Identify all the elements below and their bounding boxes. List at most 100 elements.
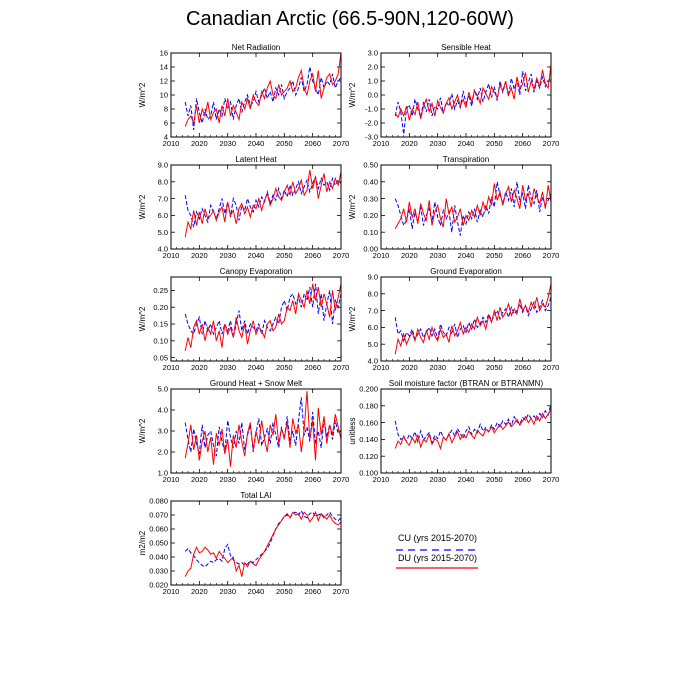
x-tick-label: 2060 (514, 251, 531, 260)
x-tick-label: 2030 (429, 139, 446, 148)
panel-8: Soil moisture factor (BTRAN or BTRANMN) u… (348, 379, 559, 484)
plot-frame (170, 276, 342, 362)
series-line-du (394, 183, 552, 230)
x-tick-label: 2010 (163, 251, 180, 260)
x-tick-label: 2030 (219, 139, 236, 148)
y-tick-label: 10 (160, 91, 168, 100)
x-tick-label: 2010 (373, 363, 390, 372)
y-tick-label: 6 (164, 119, 168, 128)
y-tick-label: 0.080 (149, 497, 168, 506)
x-tick-label: 2070 (333, 363, 350, 372)
x-tick-label: 2060 (514, 363, 531, 372)
y-tick-label: 4.0 (158, 245, 168, 254)
y-tick-label: 0.0 (368, 91, 378, 100)
y-tick-label: 0.040 (149, 553, 168, 562)
x-tick-label: 2060 (514, 139, 531, 148)
x-tick-label: 2070 (543, 475, 560, 484)
x-tick-label: 2050 (486, 363, 503, 372)
x-tick-label: 2020 (401, 363, 418, 372)
y-axis-label: W/m^2 (138, 194, 147, 219)
panel-title: Ground Heat + Snow Melt (210, 379, 303, 388)
chart-panels: Net Radiation W/m^2 2010 2020 2030 2040 2050 20… (138, 43, 559, 596)
plot-frame (170, 52, 342, 138)
x-tick-label: 2070 (543, 251, 560, 260)
y-tick-label: 3.0 (368, 49, 378, 58)
x-tick-label: 2050 (486, 475, 503, 484)
y-tick-label: 4 (164, 133, 168, 142)
plot-frame (380, 164, 552, 250)
y-tick-label: 0.020 (149, 581, 168, 590)
x-tick-label: 2060 (304, 251, 321, 260)
y-axis-label: W/m^2 (138, 418, 147, 443)
y-axis-label: W/m^2 (138, 306, 147, 331)
y-tick-label: 0.050 (149, 539, 168, 548)
x-tick-label: 2010 (163, 139, 180, 148)
x-tick-label: 2050 (276, 475, 293, 484)
x-tick-label: 2040 (248, 139, 265, 148)
x-tick-label: 2050 (486, 139, 503, 148)
x-tick-label: 2050 (276, 363, 293, 372)
series-line-du (394, 283, 552, 355)
panel-9: Total LAI m2/m2 2010 2020 2030 2040 2050 2060 20… (138, 491, 349, 596)
series-line-cu (184, 509, 342, 568)
x-tick-label: 2020 (191, 587, 208, 596)
x-tick-label: 2020 (191, 139, 208, 148)
y-tick-label: 0.50 (363, 161, 378, 170)
plot-frame (380, 276, 552, 362)
series-line-du (184, 169, 342, 238)
y-axis-label: W/m^2 (348, 306, 357, 331)
x-tick-label: 2040 (458, 475, 475, 484)
x-tick-label: 2060 (304, 139, 321, 148)
y-tick-label: 5.0 (368, 340, 378, 349)
panel-6: Ground Evaporation W/m^2 2010 2020 2030 2040 2… (348, 267, 559, 372)
panel-7: Ground Heat + Snow Melt W/m^2 2010 2020 2030… (138, 379, 349, 484)
series-line-du (394, 64, 552, 121)
y-tick-label: 4.0 (158, 406, 168, 415)
x-tick-label: 2060 (304, 587, 321, 596)
y-tick-label: 16 (160, 49, 168, 58)
x-tick-label: 2070 (333, 587, 350, 596)
x-tick-label: 2010 (163, 587, 180, 596)
y-tick-label: 0.140 (359, 435, 378, 444)
y-tick-label: 0.200 (359, 385, 378, 394)
x-tick-label: 2050 (276, 587, 293, 596)
plot-frame (380, 388, 552, 474)
x-tick-label: 2030 (219, 363, 236, 372)
x-tick-label: 2060 (304, 475, 321, 484)
y-tick-label: 0.100 (359, 469, 378, 478)
y-axis-label: W/m^2 (138, 82, 147, 107)
x-tick-label: 2070 (333, 475, 350, 484)
y-tick-label: 0.060 (149, 525, 168, 534)
panel-3: Latent Heat W/m^2 2010 2020 2030 2040 2050 2060… (138, 155, 349, 260)
panel-title: Net Radiation (232, 43, 280, 52)
y-tick-label: 7.0 (368, 306, 378, 315)
x-tick-label: 2040 (458, 251, 475, 260)
x-tick-label: 2020 (401, 475, 418, 484)
series-line-du (394, 408, 552, 451)
x-tick-label: 2070 (333, 139, 350, 148)
legend-label-cu: CU (yrs 2015-2070) (398, 533, 477, 543)
series-line-cu (394, 71, 552, 135)
y-tick-label: 0.40 (363, 178, 378, 187)
x-tick-label: 2070 (543, 363, 560, 372)
y-tick-label: 1.0 (158, 469, 168, 478)
y-tick-label: 0.00 (363, 245, 378, 254)
y-tick-label: 2.0 (158, 448, 168, 457)
y-tick-label: 4.0 (368, 357, 378, 366)
figure-title: Canadian Arctic (66.5-90N,120-60W) (186, 8, 514, 30)
x-tick-label: 2010 (373, 475, 390, 484)
y-tick-label: 9.0 (158, 161, 168, 170)
y-tick-label: 14 (160, 63, 168, 72)
panel-5: Canopy Evaporation W/m^2 2010 2020 2030 2040 2… (138, 267, 349, 372)
y-tick-label: 0.070 (149, 511, 168, 520)
panel-1: Net Radiation W/m^2 2010 2020 2030 2040 2050 20… (138, 43, 349, 148)
y-tick-label: 0.25 (153, 286, 168, 295)
y-tick-label: 6.0 (368, 323, 378, 332)
panel-4: Transpiration W/m^2 2010 2020 2030 2040 2050 20… (348, 155, 559, 260)
y-axis-label: unitless (348, 417, 357, 444)
series-line-cu (394, 297, 552, 343)
series-line-cu (184, 283, 342, 338)
x-tick-label: 2030 (429, 363, 446, 372)
plot-frame (170, 388, 342, 474)
